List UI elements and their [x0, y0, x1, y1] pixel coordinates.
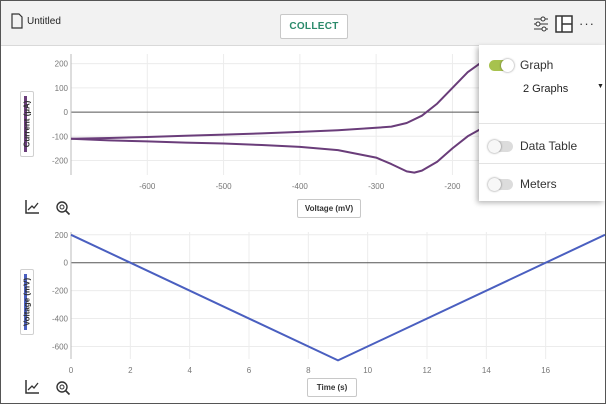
y-axis-label-button[interactable]: Voltage (mV) — [20, 269, 34, 335]
top-toolbar: Untitled COLLECT ··· — [1, 1, 605, 46]
dropdown-arrow-icon: ▼ — [597, 83, 604, 90]
y-tick-label: 200 — [55, 60, 69, 69]
y-axis-label-button[interactable]: Current (µA) — [20, 91, 34, 157]
y-axis-label: Current (µA) — [22, 100, 32, 148]
x-tick-label: 8 — [306, 366, 311, 375]
x-axis-label-button[interactable]: Time (s) — [307, 378, 357, 397]
y-tick-label: 200 — [55, 231, 69, 240]
graph-tools-button[interactable] — [22, 377, 42, 397]
x-tick-label: 0 — [69, 366, 74, 375]
x-tick-label: 12 — [423, 366, 432, 375]
y-tick-label: -200 — [52, 287, 69, 296]
file-menu[interactable]: Untitled — [11, 13, 61, 29]
series-line — [70, 233, 605, 362]
toolbar-icons: ··· — [533, 15, 595, 33]
zoom-icon — [56, 201, 71, 216]
graphs-count-value: 2 Graphs — [523, 83, 569, 95]
y-tick-label: -200 — [52, 156, 69, 165]
data-table-label: Data Table — [520, 139, 578, 153]
y-tick-label: 0 — [64, 108, 69, 117]
y-tick-label: 0 — [64, 259, 69, 268]
y-tick-label: 100 — [55, 84, 69, 93]
x-tick-label: 2 — [128, 366, 133, 375]
data-table-toggle[interactable] — [488, 140, 513, 153]
x-tick-label: -400 — [292, 182, 309, 191]
collect-button[interactable]: COLLECT — [280, 14, 348, 39]
file-icon — [11, 13, 23, 29]
zoom-icon — [56, 381, 71, 396]
x-tick-label: 14 — [482, 366, 491, 375]
voltage-time-graph[interactable]: 0 2 4 6 8 10 12 14 16 200 0 -200 -400 -600 — [1, 229, 605, 375]
x-axis-label-button[interactable]: Voltage (mV) — [297, 199, 361, 218]
meters-label: Meters — [520, 177, 557, 191]
y-tick-label: -400 — [52, 315, 69, 324]
axes-icon — [25, 200, 39, 214]
divider — [479, 123, 605, 124]
y-tick-label: -600 — [52, 342, 69, 351]
x-tick-label: 4 — [187, 366, 192, 375]
x-tick-label: -500 — [216, 182, 233, 191]
x-tick-label: 10 — [363, 366, 372, 375]
y-axis-label: Voltage (mV) — [22, 277, 32, 327]
x-tick-label: 6 — [247, 366, 252, 375]
series-color-swatch — [24, 96, 27, 152]
graph-tools-button[interactable] — [22, 197, 42, 217]
meters-toggle[interactable] — [488, 178, 513, 191]
more-icon[interactable]: ··· — [579, 16, 595, 31]
series-color-swatch — [24, 274, 27, 330]
graphs-count-select[interactable]: 2 Graphs ▼ — [523, 79, 605, 99]
sliders-icon[interactable] — [533, 16, 549, 32]
x-tick-label: 16 — [541, 366, 550, 375]
graph-label: Graph — [520, 58, 554, 72]
view-menu: Graph Data Table Meters — [479, 45, 605, 201]
file-name: Untitled — [27, 15, 61, 27]
x-tick-label: -600 — [139, 182, 156, 191]
zoom-button[interactable] — [53, 378, 73, 398]
axes-icon — [25, 380, 39, 394]
layout-icon[interactable] — [555, 15, 573, 33]
zoom-button[interactable] — [53, 198, 73, 218]
x-tick-label: -300 — [368, 182, 385, 191]
graph-toggle[interactable] — [489, 59, 514, 72]
divider — [479, 163, 605, 164]
x-tick-label: -200 — [444, 182, 461, 191]
y-tick-label: -100 — [52, 132, 69, 141]
